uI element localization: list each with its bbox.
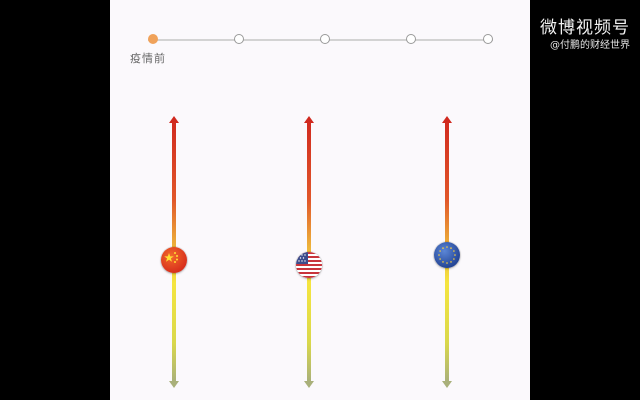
- chart-panel: 疫情前: [110, 0, 530, 400]
- timeline-stop-1[interactable]: [148, 34, 158, 44]
- arrow-down-icon: [304, 381, 314, 388]
- usa-flag-icon[interactable]: [296, 252, 322, 278]
- watermark-subtitle: @付鹏的财经世界: [550, 40, 630, 51]
- timeline-stop-3[interactable]: [320, 34, 330, 44]
- arrow-up-icon: [442, 116, 452, 123]
- slider-china: [161, 116, 187, 388]
- timeline-stop-2[interactable]: [234, 34, 244, 44]
- timeline-stop-4[interactable]: [406, 34, 416, 44]
- eu-flag-icon[interactable]: [434, 241, 460, 268]
- china-flag-icon[interactable]: [161, 246, 187, 273]
- slider-eu: [434, 116, 460, 388]
- arrow-up-icon: [304, 116, 314, 123]
- timeline-stop-5[interactable]: [483, 34, 493, 44]
- watermark: 微博视频号 @付鹏的财经世界: [540, 18, 630, 54]
- arrow-down-icon: [442, 381, 452, 388]
- timeline[interactable]: [148, 34, 493, 46]
- watermark-title: 微博视频号: [540, 18, 630, 38]
- timeline-current-label: 疫情前: [130, 52, 166, 65]
- arrow-down-icon: [169, 381, 179, 388]
- arrow-up-icon: [169, 116, 179, 123]
- slider-usa: [296, 116, 322, 388]
